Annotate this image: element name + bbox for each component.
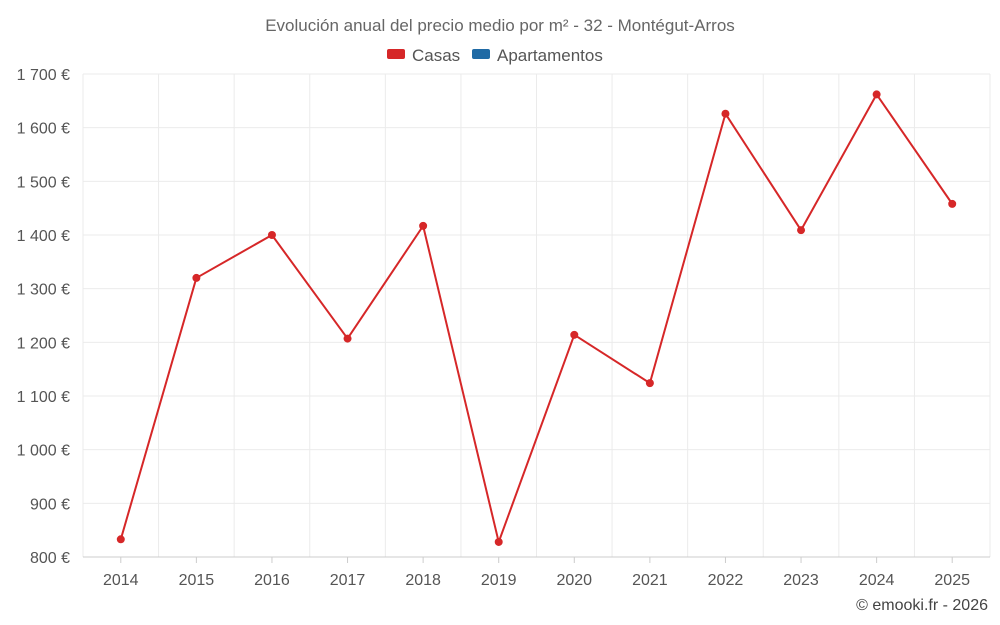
chart-grid (82, 73, 991, 558)
data-point-casas-2020[interactable] (570, 330, 579, 339)
y-tick-label: 1 400 € (17, 228, 70, 245)
x-tick-label: 2016 (254, 572, 290, 589)
x-tick-label: 2019 (481, 572, 517, 589)
y-tick-label: 1 700 € (17, 67, 70, 84)
series-line-casas (119, 93, 954, 543)
legend-label-casas[interactable]: Casas (412, 46, 460, 65)
y-tick-label: 900 € (30, 496, 70, 513)
y-tick-label: 1 100 € (17, 389, 70, 406)
x-tick-label: 2021 (632, 572, 668, 589)
legend-swatch-apartamentos[interactable] (472, 49, 490, 59)
data-point-casas-2024[interactable] (872, 90, 881, 99)
x-axis-ticks: 2014 2015 2016 2017 2018 2019 2020 2021 2022 2023… (103, 557, 970, 589)
data-point-casas-2015[interactable] (192, 273, 201, 282)
x-tick-label: 2022 (708, 572, 744, 589)
data-point-casas-2017[interactable] (343, 334, 352, 343)
x-tick-label: 2015 (179, 572, 215, 589)
x-tick-label: 2024 (859, 572, 895, 589)
x-tick-label: 2017 (330, 572, 366, 589)
y-tick-label: 1 000 € (17, 443, 70, 460)
data-point-casas-2019[interactable] (494, 537, 503, 546)
legend-label-apartamentos[interactable]: Apartamentos (497, 46, 603, 65)
data-point-casas-2018[interactable] (419, 221, 428, 230)
data-point-casas-2014[interactable] (116, 535, 125, 544)
x-tick-label: 2018 (405, 572, 441, 589)
series-casas (116, 90, 957, 546)
x-tick-label: 2020 (556, 572, 592, 589)
data-point-casas-2016[interactable] (267, 231, 276, 239)
data-point-casas-2023[interactable] (797, 226, 806, 235)
x-tick-label: 2023 (783, 572, 819, 589)
y-tick-label: 800 € (30, 550, 70, 567)
data-point-casas-2021[interactable] (645, 379, 654, 388)
data-point-casas-2022[interactable] (721, 109, 730, 118)
y-tick-label: 1 500 € (17, 174, 70, 191)
x-tick-label: 2014 (103, 572, 139, 589)
y-tick-label: 1 600 € (17, 121, 70, 138)
chart-legend: Casas Apartamentos (387, 46, 603, 65)
x-tick-label: 2025 (934, 572, 970, 589)
data-point-casas-2025[interactable] (948, 199, 957, 208)
chart-title: Evolución anual del precio medio por m² … (265, 16, 735, 35)
y-tick-label: 1 300 € (17, 282, 70, 299)
credit-text: © emooki.fr - 2026 (856, 597, 988, 614)
legend-swatch-casas[interactable] (387, 49, 405, 59)
y-tick-label: 1 200 € (17, 335, 70, 352)
y-axis-ticks: 800 € 900 € 1 000 € 1 100 € 1 200 € 1 300 € 1 … (17, 67, 70, 567)
